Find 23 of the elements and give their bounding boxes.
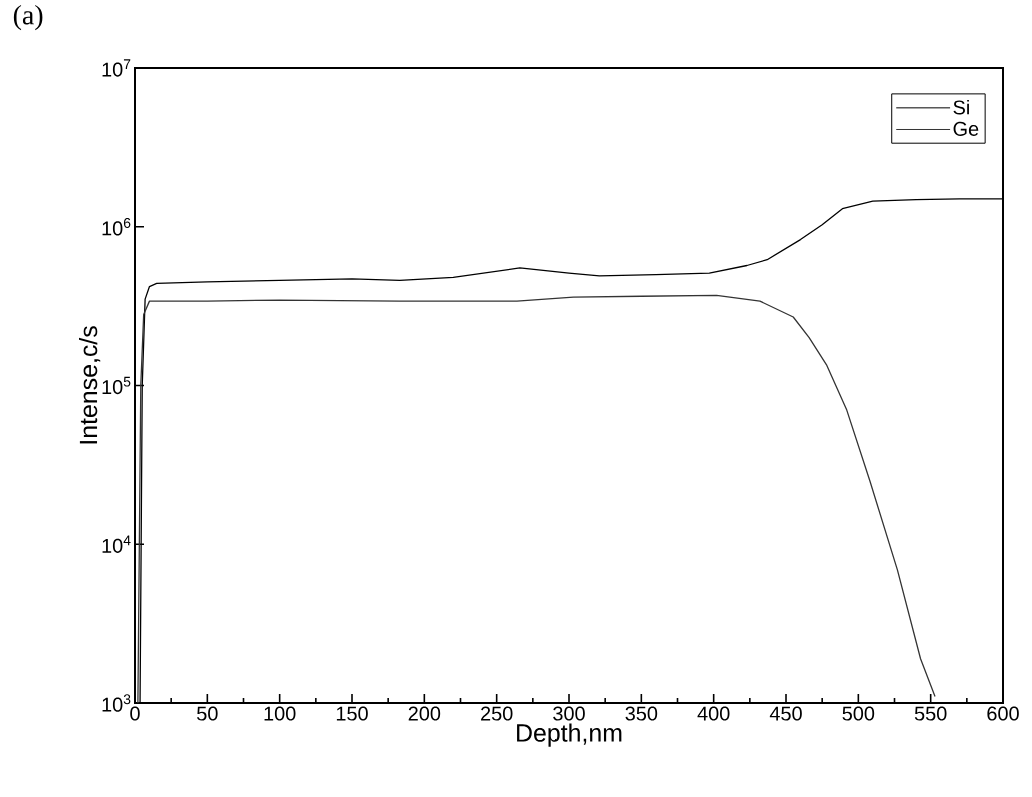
x-tick-label: 250: [481, 706, 513, 721]
y-axis-title: Intense,c/s: [78, 326, 101, 444]
x-tick-label: 150: [336, 706, 368, 721]
y-tick-label: 10$^{5}$: [102, 376, 131, 395]
x-axis-title: Depth,nm: [517, 723, 622, 747]
legend-label: Ge: [953, 121, 979, 136]
x-tick-label: 600: [987, 706, 1019, 721]
x-tick-label: 350: [625, 706, 658, 721]
x-tick-label: 550: [914, 706, 947, 721]
x-tick-label: 50: [197, 706, 218, 721]
legend-label: Si: [953, 99, 969, 115]
y-tick-label: 10$^{7}$: [102, 59, 131, 77]
y-tick-label: 10$^{6}$: [102, 218, 131, 236]
x-tick-label: 300: [553, 706, 585, 721]
x-tick-label: 500: [842, 706, 875, 721]
x-tick-label: 450: [769, 706, 802, 721]
y-tick-label: 10$^{4}$: [102, 535, 131, 553]
x-tick-label: 100: [264, 706, 296, 721]
x-tick-label: 0: [130, 706, 140, 721]
x-tick-label: 200: [408, 706, 441, 721]
y-tick-label: 10$^{3}$: [102, 694, 131, 712]
chart-title: (a): [13, 4, 43, 31]
x-tick-label: 400: [697, 706, 730, 721]
